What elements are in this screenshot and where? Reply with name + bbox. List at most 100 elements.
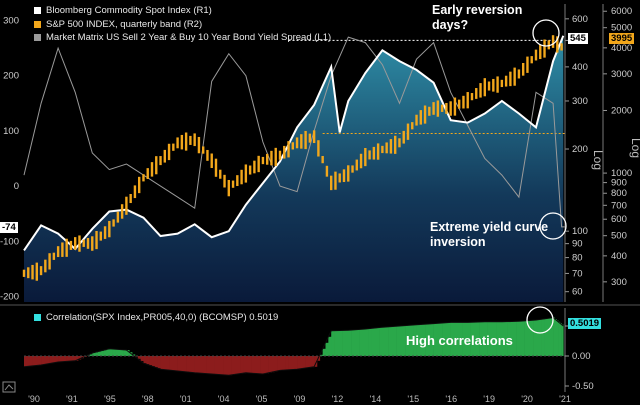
- spx-band-bar: [543, 39, 546, 58]
- correlation-bar: [177, 356, 181, 371]
- correlation-bar: [453, 322, 457, 356]
- spx-band-bar: [411, 122, 414, 130]
- correlation-bar: [146, 356, 150, 365]
- correlation-bar: [345, 330, 349, 356]
- correlation-bar: [220, 356, 224, 375]
- spx-band-bar: [69, 240, 73, 250]
- correlation-bar: [288, 356, 292, 370]
- r2-tick-label: 3000: [611, 69, 632, 80]
- spx-band-bar: [539, 44, 542, 60]
- l1-tick-label: 100: [3, 126, 19, 137]
- x-tick-label: '04: [218, 394, 230, 404]
- correlation-bar: [342, 330, 346, 356]
- correlation-bar: [52, 356, 56, 363]
- correlation-bar: [385, 327, 389, 356]
- correlation-bar: [402, 325, 406, 356]
- correlation-bar: [473, 322, 477, 356]
- correlation-bar: [174, 356, 178, 371]
- correlation-bar: [237, 356, 241, 374]
- correlation-bar: [188, 356, 193, 373]
- spx-band-bar: [274, 147, 277, 166]
- spx-band-bar: [393, 135, 397, 154]
- legend-item-spx[interactable]: S&P 500 INDEX, quarterly band (R2): [34, 18, 331, 32]
- spx-band-bar: [372, 146, 376, 160]
- spx-band-bar: [487, 81, 491, 91]
- correlation-legend[interactable]: Correlation(SPX Index,PR005,40,0) (BCOMS…: [34, 312, 278, 323]
- correlation-bar: [231, 356, 235, 375]
- correlation-bar: [41, 356, 45, 365]
- spx-band-bar: [334, 171, 337, 190]
- correlation-bar: [376, 327, 380, 356]
- correlation-bar: [544, 318, 548, 356]
- correlation-bar: [553, 317, 556, 356]
- spx-band-bar: [210, 153, 213, 168]
- correlation-bar: [160, 356, 164, 370]
- spx-band-bar: [428, 106, 431, 116]
- correlation-bar: [24, 356, 28, 367]
- spx-band-bar: [270, 150, 273, 166]
- correlation-bar: [479, 322, 483, 356]
- r2-tick-label: 800: [611, 188, 627, 199]
- spx-band-bar: [167, 143, 171, 161]
- spx-band-group: [22, 35, 563, 281]
- correlation-bar: [214, 356, 218, 375]
- spx-band-bar: [176, 137, 179, 149]
- spx-band-bar: [547, 40, 550, 50]
- correlation-bar: [554, 319, 557, 356]
- correlation-bar: [43, 356, 48, 365]
- correlation-bar: [439, 323, 443, 356]
- correlation-bar: [368, 328, 372, 356]
- correlation-bar: [524, 320, 528, 356]
- correlation-bar: [248, 356, 252, 373]
- correlation-bar: [149, 356, 153, 366]
- spx-band-bar: [415, 114, 418, 126]
- correlation-bar: [243, 356, 247, 374]
- correlation-bar: [106, 349, 110, 356]
- r2-tick-label: 6000: [611, 6, 632, 17]
- x-tick-label: '12: [332, 394, 344, 404]
- x-tick-label: '09: [294, 394, 306, 404]
- spx-band-bar: [163, 149, 166, 163]
- spx-band-bar: [278, 150, 282, 160]
- legend-item-commodity[interactable]: Bloomberg Commodity Spot Index (R1): [34, 4, 331, 18]
- correlation-bar: [322, 348, 326, 356]
- spx-band-bar: [240, 169, 243, 185]
- spx-band-bar: [39, 266, 43, 276]
- correlation-bar: [157, 356, 161, 369]
- r2-tick-label: 1000: [611, 168, 632, 179]
- r2-tick-label: 300: [611, 277, 627, 288]
- correlation-bar: [459, 322, 463, 356]
- correlation-bar: [535, 320, 540, 356]
- l1-current-value-tag: -74: [0, 222, 18, 233]
- annotation-early-reversion: Early reversion days?: [432, 3, 523, 32]
- correlation-bar: [154, 356, 158, 368]
- spx-band-bar: [359, 153, 363, 169]
- spx-band-bar: [513, 67, 516, 86]
- r1-tick-label: 100: [572, 226, 588, 237]
- spx-band-bar: [496, 76, 499, 93]
- legend-item-spread[interactable]: Market Matrix US Sell 2 Year & Buy 10 Ye…: [34, 31, 331, 45]
- x-tick-label: '98: [142, 394, 154, 404]
- spx-band-bar: [385, 142, 388, 154]
- correlation-bar: [382, 327, 386, 356]
- spx-band-bar: [449, 101, 452, 116]
- l1-tick-label: -100: [0, 236, 19, 247]
- spx-band-bar: [300, 134, 303, 149]
- spx-band-bar: [31, 264, 34, 280]
- legend-label-spread: Market Matrix US Sell 2 Year & Buy 10 Ye…: [46, 32, 332, 43]
- correlation-bar: [521, 321, 525, 356]
- correlation-bar: [171, 356, 176, 371]
- correlation-bar: [265, 356, 269, 374]
- correlation-bar: [260, 356, 264, 374]
- correlation-bar: [444, 322, 449, 356]
- correlation-tick-label: 0.00: [572, 351, 591, 362]
- correlation-bar: [538, 319, 542, 356]
- correlation-bar: [55, 356, 59, 363]
- correlation-bar: [388, 326, 392, 356]
- correlation-bar: [410, 325, 414, 356]
- correlation-bar: [277, 356, 281, 371]
- legend-label-commodity: Bloomberg Commodity Spot Index (R1): [46, 5, 212, 16]
- correlation-bar: [282, 356, 286, 371]
- spx-band-bar: [193, 133, 196, 147]
- spx-band-bar: [445, 102, 448, 114]
